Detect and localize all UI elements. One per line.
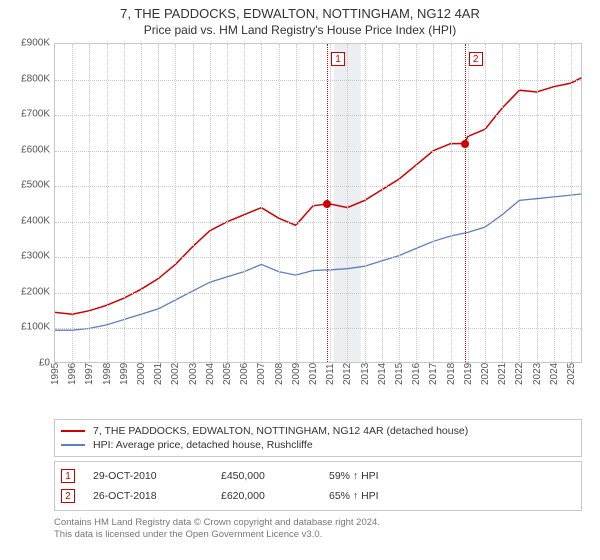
gridline-v — [502, 44, 503, 362]
marker-dot — [461, 140, 469, 148]
legend-label: HPI: Average price, detached house, Rush… — [93, 439, 313, 451]
marker-dot — [323, 200, 331, 208]
y-axis-label: £800K — [10, 73, 50, 84]
y-axis-label: £400K — [10, 215, 50, 226]
gridline-v — [210, 44, 211, 362]
gridline-v — [571, 44, 572, 362]
gridline-v — [399, 44, 400, 362]
gridline-v — [72, 44, 73, 362]
y-axis-label: £100K — [10, 322, 50, 333]
chart-title: 7, THE PADDOCKS, EDWALTON, NOTTINGHAM, N… — [10, 6, 590, 21]
gridline-v — [347, 44, 348, 362]
gridline-v — [382, 44, 383, 362]
gridline-v — [468, 44, 469, 362]
sale-date: 29-OCT-2010 — [93, 470, 203, 482]
legend: 7, THE PADDOCKS, EDWALTON, NOTTINGHAM, N… — [54, 419, 582, 457]
gridline-v — [89, 44, 90, 362]
y-axis-label: £700K — [10, 109, 50, 120]
sales-table: 1 29-OCT-2010 £450,000 59% ↑ HPI 2 26-OCT-201… — [54, 461, 582, 511]
legend-label: 7, THE PADDOCKS, EDWALTON, NOTTINGHAM, N… — [93, 425, 468, 437]
chart-area: 12 £0£100K£200K£300K£400K£500K£600K£700K… — [10, 43, 590, 413]
gridline-v — [279, 44, 280, 362]
gridline-v — [175, 44, 176, 362]
footnote-line: This data is licensed under the Open Gov… — [54, 529, 590, 541]
plot-region: 12 — [54, 43, 582, 363]
sale-price: £450,000 — [221, 470, 311, 482]
y-axis-label: £500K — [10, 180, 50, 191]
y-axis-label: £600K — [10, 144, 50, 155]
gridline-v — [124, 44, 125, 362]
gridline-v — [193, 44, 194, 362]
sale-row: 1 29-OCT-2010 £450,000 59% ↑ HPI — [61, 466, 575, 486]
sale-number-box: 2 — [61, 489, 75, 503]
gridline-v — [313, 44, 314, 362]
legend-swatch — [61, 444, 85, 446]
chart-subtitle: Price paid vs. HM Land Registry's House … — [10, 23, 590, 37]
sale-pct-vs-hpi: 65% ↑ HPI — [329, 490, 379, 502]
gridline-v — [296, 44, 297, 362]
gridline-v — [244, 44, 245, 362]
gridline-v — [416, 44, 417, 362]
sale-number-box: 1 — [61, 469, 75, 483]
gridline-v — [537, 44, 538, 362]
legend-item: HPI: Average price, detached house, Rush… — [61, 438, 575, 452]
gridline-v — [365, 44, 366, 362]
marker-box: 2 — [469, 52, 483, 66]
gridline-v — [227, 44, 228, 362]
gridline-v — [485, 44, 486, 362]
footnote: Contains HM Land Registry data © Crown c… — [54, 517, 590, 542]
y-axis-label: £300K — [10, 251, 50, 262]
marker-box: 1 — [331, 52, 345, 66]
gridline-v — [451, 44, 452, 362]
y-axis-label: £0 — [10, 358, 50, 369]
gridline-v — [554, 44, 555, 362]
gridline-v — [158, 44, 159, 362]
gridline-v — [141, 44, 142, 362]
x-axis-label: 2025 — [566, 355, 600, 385]
legend-item: 7, THE PADDOCKS, EDWALTON, NOTTINGHAM, N… — [61, 424, 575, 438]
gridline-v — [107, 44, 108, 362]
chart-svg — [55, 44, 583, 364]
gridline-v — [519, 44, 520, 362]
sale-price: £620,000 — [221, 490, 311, 502]
sale-date: 26-OCT-2018 — [93, 490, 203, 502]
marker-line — [465, 44, 466, 362]
y-axis-label: £900K — [10, 38, 50, 49]
gridline-v — [261, 44, 262, 362]
sale-pct-vs-hpi: 59% ↑ HPI — [329, 470, 379, 482]
sale-row: 2 26-OCT-2018 £620,000 65% ↑ HPI — [61, 486, 575, 506]
legend-swatch — [61, 430, 85, 432]
gridline-v — [433, 44, 434, 362]
y-axis-label: £200K — [10, 286, 50, 297]
footnote-line: Contains HM Land Registry data © Crown c… — [54, 517, 590, 529]
